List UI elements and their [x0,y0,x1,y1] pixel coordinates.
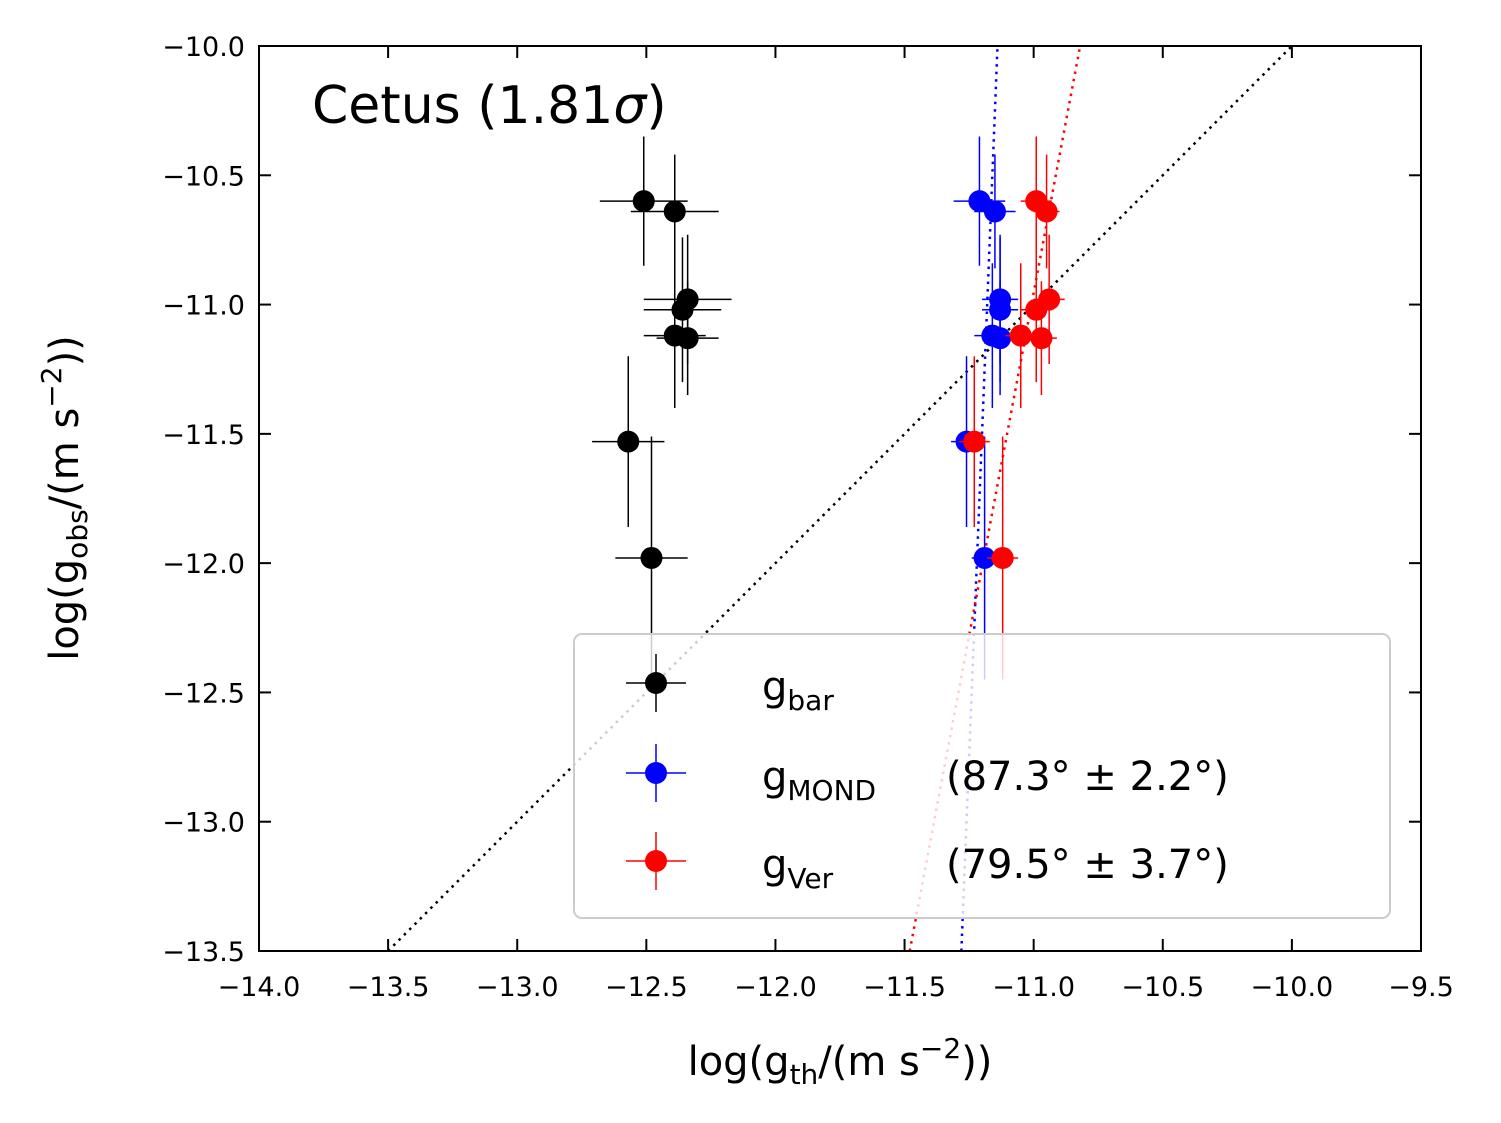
point-marker [991,546,1014,569]
legend-extra-mond: (87.3° ± 2.2°) [946,754,1229,800]
y-tick-label: −10.5 [162,161,245,192]
point-marker [663,200,686,223]
x-axis-title-sub: th [790,1058,819,1091]
data-points-layer [592,136,1065,680]
y-axis-title-sup: −2 [35,366,68,407]
fit-line-ver [908,46,1082,951]
legend-marker-bar [626,654,686,712]
point-marker [676,327,699,350]
legend-label-ver: gVer [762,842,834,895]
y-tick-label: −12.0 [162,549,245,580]
legend-label-bar-sub: bar [787,684,834,717]
legend-point-marker [645,672,667,694]
x-tick-label: −11.5 [863,972,946,1003]
x-axis-title-sup: −2 [920,1032,961,1065]
point-marker [968,190,991,213]
x-tick-label: −10.5 [1121,972,1204,1003]
legend-label-mond-main: g [762,754,787,800]
annotation-label: Cetus (1.81σ) [312,76,667,136]
data-point [974,154,1016,269]
legend-label-mond-sub: MOND [787,774,876,807]
legend-box [573,633,1391,919]
legend-entry-ver: gVer (79.5° ± 3.7°) [626,832,1229,895]
legend-extra-ver: (79.5° ± 3.7°) [946,842,1229,888]
data-point [982,281,1019,396]
x-tick-label: −12.5 [605,972,688,1003]
legend-label-ver-main: g [762,842,787,888]
legend-marker-mond [626,744,686,802]
x-axis-title-pre: log(g [688,1039,790,1085]
point-marker [973,546,996,569]
legend-marker-ver [626,832,686,890]
x-tick-label: −10.0 [1251,972,1334,1003]
legend-entry-bar: gbar [626,654,834,717]
legend: gbar gMOND (87.3° ± 2.2°) gVer (79.5° ± … [573,633,1391,919]
point-marker [640,546,663,569]
x-axis-title-post: )) [961,1039,992,1085]
x-tick-label: −14.0 [218,972,301,1003]
y-axis-title-pre: log(g [42,559,88,661]
y-tick-label: −11.0 [162,291,245,322]
legend-label-ver-sub: Ver [787,862,833,895]
point-marker [1025,298,1048,321]
point-marker [632,190,655,213]
data-point [630,154,719,269]
point-marker [1035,200,1058,223]
annotation-suffix: ) [646,76,666,136]
y-tick-label: −10.0 [162,32,245,63]
x-axis-title-mid: /(m s [818,1039,920,1085]
x-tick-label: −9.5 [1388,972,1454,1003]
point-marker [989,327,1012,350]
annotation-prefix: Cetus (1.81 [312,76,613,136]
legend-entry-mond: gMOND (87.3° ± 2.2°) [626,744,1229,807]
series-bar [592,136,732,680]
reference-line [387,46,1293,951]
y-axis-title-sub: obs [61,509,94,559]
y-axis-title-mid: /(m s [42,408,88,510]
point-marker [617,430,640,453]
data-point [958,356,990,527]
y-tick-label: −11.5 [162,420,245,451]
data-point [1025,281,1057,396]
reference-line-layer [387,46,1293,951]
point-marker [983,200,1006,223]
data-point [656,281,719,396]
y-axis-title-post: )) [42,335,88,366]
y-tick-label: −13.0 [162,808,245,839]
legend-label-bar-main: g [762,664,787,710]
y-tick-label: −12.5 [162,678,245,709]
annotation-sigma: σ [613,76,648,136]
x-tick-label: −13.5 [347,972,430,1003]
legend-point-marker [645,762,667,784]
ticks-layer: −14.0 −13.5 −13.0 −12.5 −12.0 −11.5 −11.0 −10.5… [162,32,1454,1003]
point-marker [963,430,986,453]
series-ver [958,136,1065,680]
data-point [1005,263,1037,408]
data-point [1033,154,1060,269]
x-tick-label: −12.0 [734,972,817,1003]
x-tick-label: −11.0 [992,972,1075,1003]
data-point [592,356,665,527]
legend-label-mond: gMOND [762,754,876,807]
point-marker [1009,324,1032,347]
legend-label-bar: gbar [762,664,834,717]
point-marker [1030,327,1053,350]
y-tick-label: −13.5 [162,937,245,968]
x-tick-label: −13.0 [476,972,559,1003]
x-axis-title: log(gth/(m s−2)) [688,1032,993,1091]
plot-frame [258,45,1422,952]
y-axis-title: log(gobs/(m s−2)) [35,335,94,661]
legend-point-marker [645,850,667,872]
